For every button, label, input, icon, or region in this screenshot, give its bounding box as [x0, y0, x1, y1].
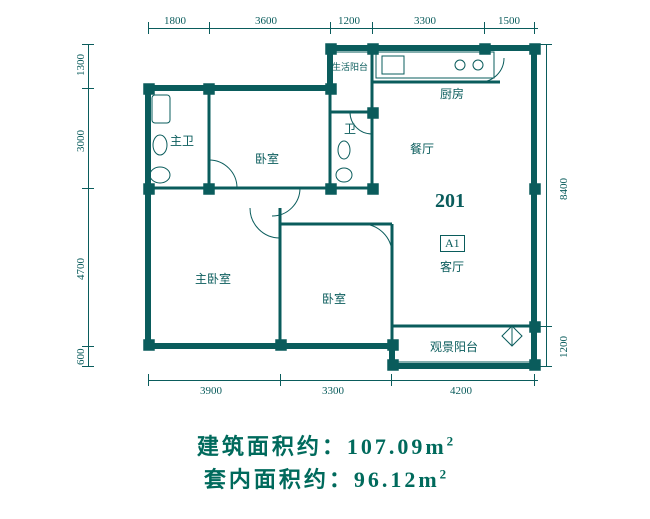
area-text-block: 建筑面积约：107.09m2 套内面积约：96.12m2: [0, 430, 650, 496]
floorplan-svg: [100, 40, 560, 400]
dim-tick: [82, 346, 94, 347]
label-living: 客厅: [440, 258, 464, 275]
dim-left-0: 1300: [75, 54, 87, 76]
dim-top-3: 3300: [414, 15, 436, 27]
unit-number: 201: [435, 190, 465, 213]
floorplan-container: 1800 3600 1200 3300 1500 1300 3000 4700 …: [100, 40, 560, 400]
label-life-balcony: 生活阳台: [332, 60, 368, 73]
dim-tick: [534, 22, 535, 34]
dim-tick: [330, 22, 331, 34]
dim-line-left: [88, 44, 89, 366]
label-master-bedroom: 主卧室: [195, 270, 231, 287]
dim-top-1: 3600: [255, 15, 277, 27]
label-dining: 餐厅: [410, 140, 434, 157]
dim-tick: [209, 22, 210, 34]
gross-area-line: 建筑面积约：107.09m2: [0, 430, 650, 463]
dim-tick: [372, 22, 373, 34]
label-master-bath: 主卫: [170, 132, 194, 149]
dim-top-4: 1500: [498, 15, 520, 27]
dim-line-top: [148, 28, 538, 29]
dim-top-0: 1800: [164, 15, 186, 27]
dim-tick: [148, 22, 149, 34]
dim-left-3: 600: [75, 349, 87, 366]
label-kitchen: 厨房: [440, 85, 464, 102]
dim-tick: [82, 44, 94, 45]
dim-tick: [82, 88, 94, 89]
dim-top-2: 1200: [338, 15, 360, 27]
dim-tick: [82, 366, 94, 367]
dim-left-1: 3000: [75, 130, 87, 152]
label-bedroom2: 卧室: [322, 290, 346, 307]
dim-tick: [484, 22, 485, 34]
dim-tick: [82, 188, 94, 189]
dim-left-2: 4700: [75, 258, 87, 280]
net-area-value: 96.12m: [354, 467, 440, 492]
label-balcony: 观景阳台: [430, 338, 478, 355]
net-area-line: 套内面积约：96.12m2: [0, 463, 650, 496]
label-bath: 卫: [344, 120, 356, 137]
net-area-label: 套内面积约：: [204, 467, 354, 492]
gross-area-value: 107.09m: [347, 434, 447, 459]
unit-code: A1: [440, 235, 465, 252]
gross-area-label: 建筑面积约：: [197, 434, 347, 459]
label-bedroom1: 卧室: [255, 150, 279, 167]
